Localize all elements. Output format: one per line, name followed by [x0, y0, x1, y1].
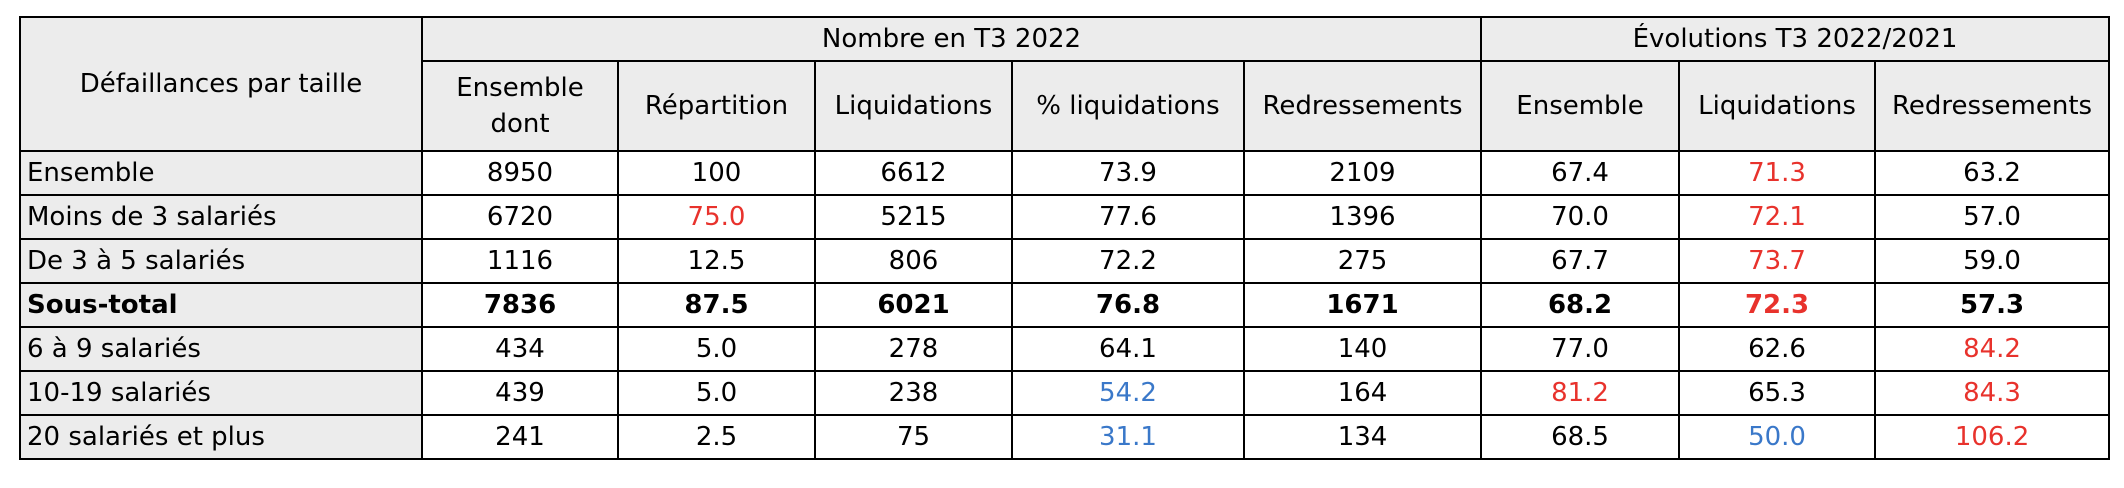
header-row: Défaillances par taille Nombre en T3 2022… [19, 16, 2111, 152]
cell: 275 [1242, 238, 1483, 284]
cell: 59.0 [1874, 238, 2111, 284]
cell: 71.3 [1678, 150, 1877, 196]
header-row: Ensemble dont Répartition Liquidations% li… [20, 60, 2111, 152]
table: Défaillances par taille Nombre en T3 2022… [19, 16, 2111, 460]
group-header: Nombre en T3 2022 [420, 16, 1483, 62]
cell: 6021 [814, 282, 1013, 328]
cell: 439 [421, 370, 619, 416]
cell: 73.9 [1011, 150, 1245, 196]
cell: 241 [421, 414, 619, 460]
cell: 12.5 [617, 238, 816, 284]
cell: 68.5 [1480, 414, 1681, 460]
cell: 57.0 [1874, 194, 2111, 240]
row-label: Ensemble [19, 150, 423, 196]
cell: 2.5 [617, 414, 816, 460]
table-title: Défaillances par taille [19, 16, 423, 152]
cell: 87.5 [617, 282, 816, 328]
cell: 1396 [1242, 194, 1483, 240]
row-label: 20 salariés et plus [19, 414, 423, 460]
row-label: Moins de 3 salariés [19, 194, 423, 240]
cell: 76.8 [1011, 282, 1245, 328]
cell: 164 [1242, 370, 1483, 416]
cell: 278 [814, 326, 1013, 372]
row-label: De 3 à 5 salariés [19, 238, 423, 284]
cell: 134 [1242, 414, 1483, 460]
cell: 238 [814, 370, 1013, 416]
cell: 140 [1242, 326, 1483, 372]
cell: 72.2 [1011, 238, 1245, 284]
cell: 8950 [421, 150, 619, 196]
cell: 62.6 [1678, 326, 1877, 372]
table-row: Ensemble 8950 100 6612 73.9 2109 67.4 71.3 63.2 [19, 150, 2111, 196]
cell: 64.1 [1011, 326, 1245, 372]
cell: 84.3 [1874, 370, 2111, 416]
cell: 6720 [421, 194, 619, 240]
column-header: Liquidations [814, 60, 1013, 152]
column-header: % liquidations [1011, 60, 1245, 152]
cell: 6612 [814, 150, 1013, 196]
cell: 67.7 [1480, 238, 1681, 284]
cell: 75 [814, 414, 1013, 460]
table-row: Moins de 3 salariés 6720 75.0 5215 77.6 1396 7… [19, 194, 2111, 240]
column-header: Redressements [1242, 60, 1483, 152]
row-label: 10-19 salariés [19, 370, 423, 416]
table-row: Sous-total 7836 87.5 6021 76.8 1671 68.2 72.3 57… [19, 282, 2111, 328]
cell: 1116 [421, 238, 619, 284]
cell: 806 [814, 238, 1013, 284]
table-head: Défaillances par taille Nombre en T3 2022… [19, 16, 2111, 152]
table-row: 6 à 9 salariés 434 5.0 278 64.1 140 77.0 62.6 84… [19, 326, 2111, 372]
cell: 106.2 [1874, 414, 2111, 460]
cell: 72.3 [1678, 282, 1877, 328]
cell: 77.6 [1011, 194, 1245, 240]
column-header: Ensemble [1480, 60, 1681, 152]
cell: 5.0 [617, 326, 816, 372]
cell: 63.2 [1874, 150, 2111, 196]
table-row: De 3 à 5 salariés 1116 12.5 806 72.2 275 67.7 7… [19, 238, 2111, 284]
table-row: 10-19 salariés 439 5.0 238 54.2 164 81.2 65.3 84… [19, 370, 2111, 416]
cell: 57.3 [1874, 282, 2111, 328]
cell: 77.0 [1480, 326, 1681, 372]
cell: 100 [617, 150, 816, 196]
cell: 2109 [1242, 150, 1483, 196]
table-body: Ensemble 8950 100 6612 73.9 2109 67.4 71.3 63.2 M… [19, 150, 2111, 460]
cell: 1671 [1242, 282, 1483, 328]
cell: 84.2 [1874, 326, 2111, 372]
column-header: Répartition [617, 60, 816, 152]
table-row: 20 salariés et plus 241 2.5 75 31.1 134 68.5 50… [19, 414, 2111, 460]
row-label: Sous-total [19, 282, 423, 328]
cell: 31.1 [1011, 414, 1245, 460]
cell: 75.0 [617, 194, 816, 240]
cell: 68.2 [1480, 282, 1681, 328]
group-header: Évolutions T3 2022/2021 [1480, 16, 2111, 62]
cell: 67.4 [1480, 150, 1681, 196]
cell: 50.0 [1678, 414, 1877, 460]
cell: 65.3 [1678, 370, 1877, 416]
cell: 81.2 [1480, 370, 1681, 416]
cell: 5.0 [617, 370, 816, 416]
cell: 434 [421, 326, 619, 372]
row-label: 6 à 9 salariés [19, 326, 423, 372]
column-header: Redressements [1874, 60, 2111, 152]
cell: 70.0 [1480, 194, 1681, 240]
cell: 73.7 [1678, 238, 1877, 284]
column-header: Liquidations [1678, 60, 1877, 152]
column-header: Ensemble dont [421, 60, 619, 152]
cell: 72.1 [1678, 194, 1877, 240]
cell: 7836 [421, 282, 619, 328]
cell: 54.2 [1011, 370, 1245, 416]
cell: 5215 [814, 194, 1013, 240]
